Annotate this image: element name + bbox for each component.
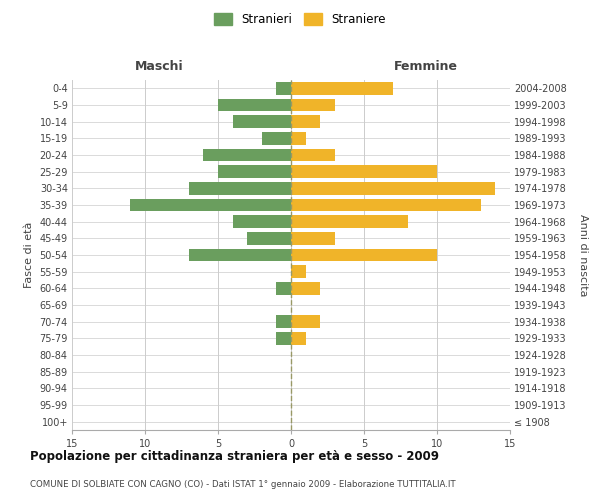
Y-axis label: Anni di nascita: Anni di nascita: [578, 214, 588, 296]
Bar: [218, 99, 291, 112]
Text: COMUNE DI SOLBIATE CON CAGNO (CO) - Dati ISTAT 1° gennaio 2009 - Elaborazione TU: COMUNE DI SOLBIATE CON CAGNO (CO) - Dati…: [30, 480, 455, 489]
Bar: [130, 198, 291, 211]
Legend: Stranieri, Straniere: Stranieri, Straniere: [209, 8, 391, 31]
Bar: [291, 149, 335, 161]
Bar: [189, 248, 291, 261]
Bar: [291, 216, 408, 228]
Bar: [291, 82, 393, 94]
Bar: [291, 116, 320, 128]
Bar: [291, 232, 335, 244]
Bar: [277, 82, 291, 94]
Bar: [218, 166, 291, 178]
Bar: [233, 216, 291, 228]
Bar: [291, 132, 305, 144]
Bar: [233, 116, 291, 128]
Bar: [291, 266, 305, 278]
Bar: [277, 332, 291, 344]
Bar: [247, 232, 291, 244]
Bar: [203, 149, 291, 161]
Text: Maschi: Maschi: [134, 60, 184, 72]
Bar: [189, 182, 291, 194]
Bar: [291, 198, 481, 211]
Y-axis label: Fasce di età: Fasce di età: [24, 222, 34, 288]
Bar: [291, 248, 437, 261]
Bar: [291, 282, 320, 294]
Bar: [277, 282, 291, 294]
Bar: [262, 132, 291, 144]
Bar: [277, 316, 291, 328]
Bar: [291, 99, 335, 112]
Bar: [291, 332, 305, 344]
Bar: [291, 316, 320, 328]
Text: Femmine: Femmine: [394, 60, 458, 72]
Bar: [291, 166, 437, 178]
Bar: [291, 182, 496, 194]
Text: Popolazione per cittadinanza straniera per età e sesso - 2009: Popolazione per cittadinanza straniera p…: [30, 450, 439, 463]
